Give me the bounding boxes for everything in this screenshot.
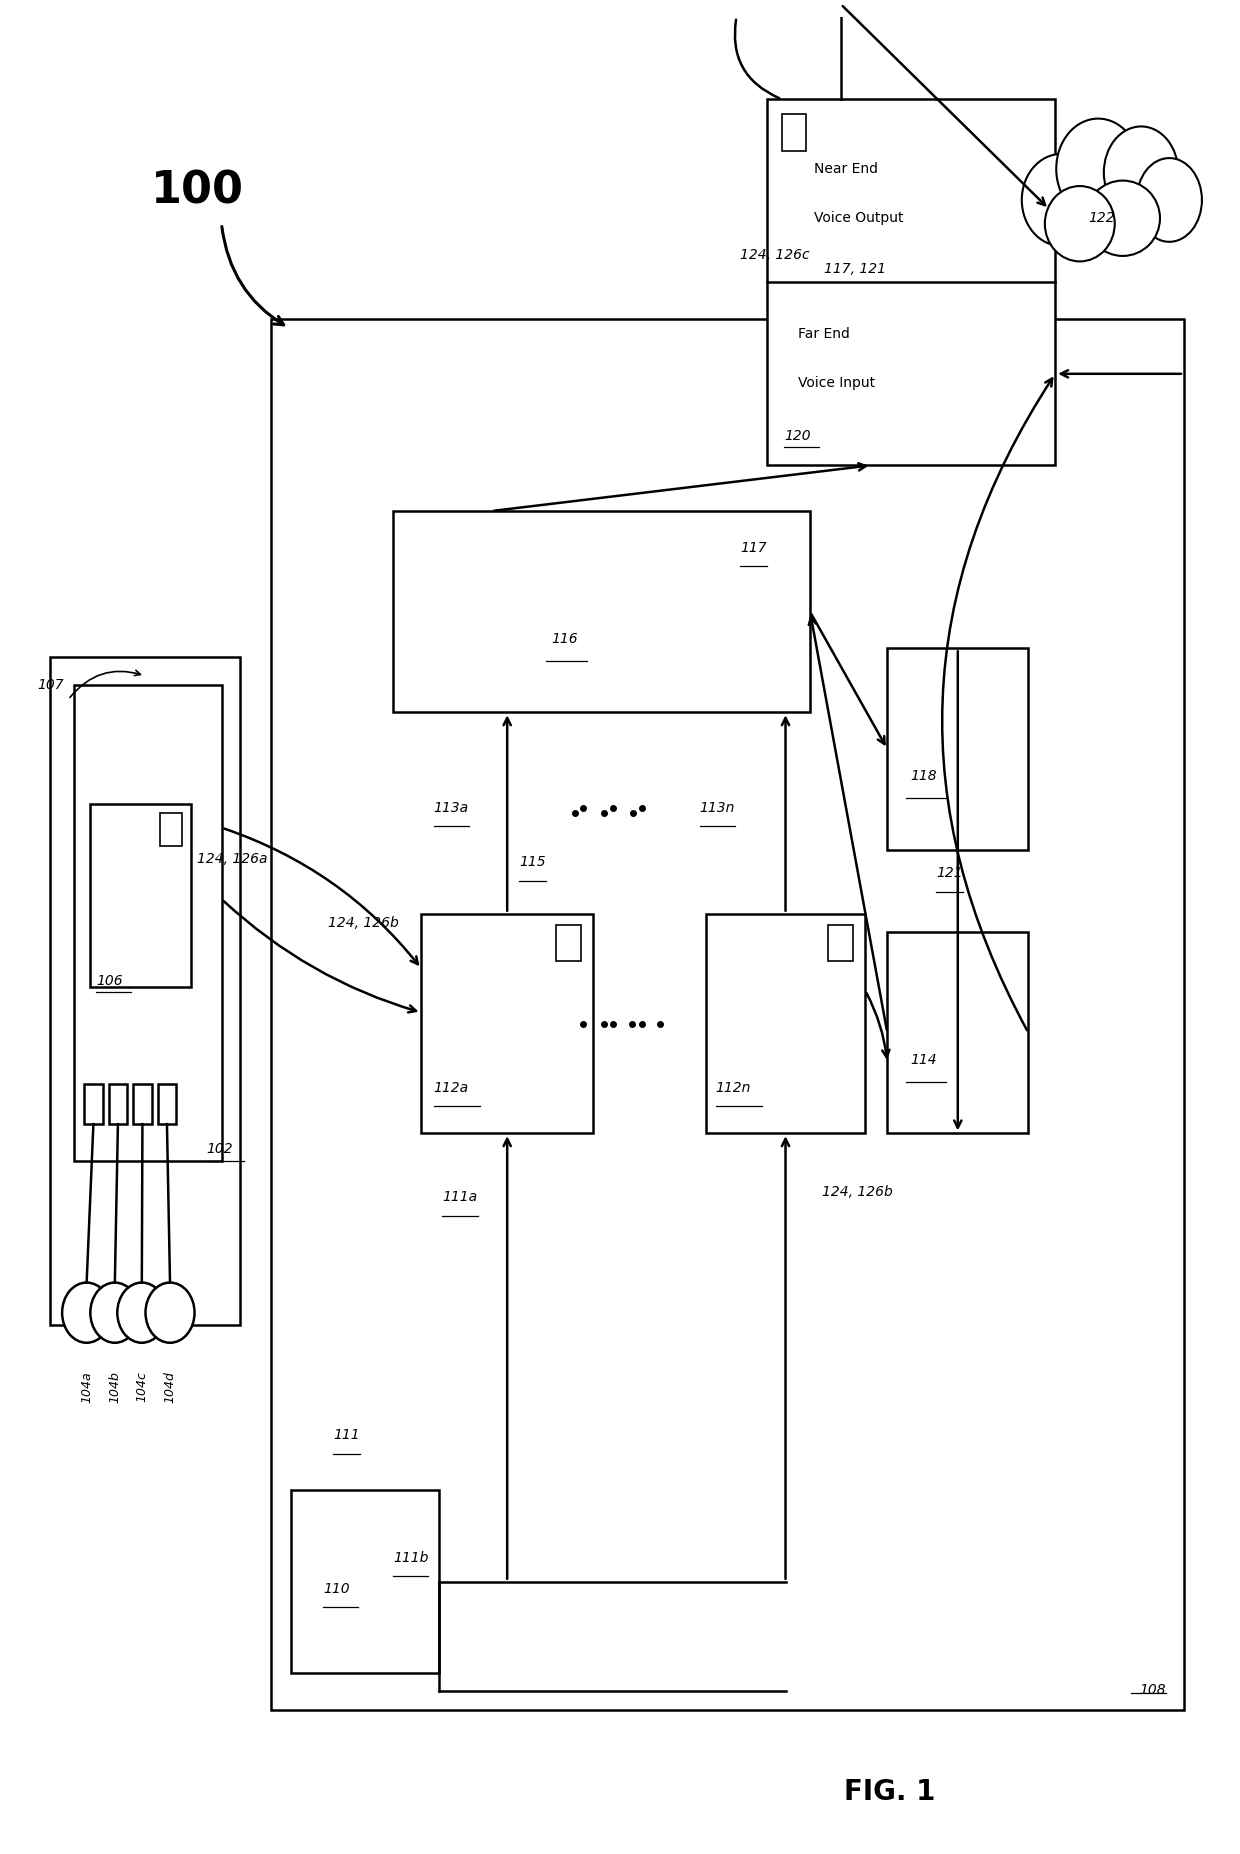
Ellipse shape <box>1045 185 1115 261</box>
FancyBboxPatch shape <box>422 914 593 1133</box>
FancyBboxPatch shape <box>133 1085 151 1124</box>
FancyBboxPatch shape <box>160 814 182 845</box>
Text: 112a: 112a <box>434 1081 469 1094</box>
FancyBboxPatch shape <box>828 925 853 960</box>
Text: Near End: Near End <box>813 161 878 176</box>
FancyBboxPatch shape <box>782 113 806 150</box>
FancyBboxPatch shape <box>291 1491 439 1672</box>
Ellipse shape <box>145 1283 195 1342</box>
Text: 113n: 113n <box>699 801 735 814</box>
Text: 110: 110 <box>324 1581 350 1596</box>
Ellipse shape <box>1085 180 1159 256</box>
Ellipse shape <box>91 1283 139 1342</box>
Text: 124, 126b: 124, 126b <box>329 916 399 931</box>
Text: 104d: 104d <box>164 1372 176 1403</box>
Text: Voice Input: Voice Input <box>797 376 875 389</box>
Text: 120: 120 <box>784 428 811 443</box>
Text: 104b: 104b <box>108 1372 122 1403</box>
FancyBboxPatch shape <box>157 1085 176 1124</box>
Text: 124, 126c: 124, 126c <box>740 248 810 261</box>
Text: 108: 108 <box>1140 1683 1166 1696</box>
FancyArrowPatch shape <box>223 901 417 1012</box>
Text: 106: 106 <box>97 973 123 988</box>
FancyArrowPatch shape <box>735 20 779 98</box>
Text: 111: 111 <box>334 1428 360 1442</box>
Ellipse shape <box>118 1283 166 1342</box>
Text: 104a: 104a <box>81 1372 93 1403</box>
FancyArrowPatch shape <box>867 994 889 1057</box>
Text: 118: 118 <box>910 769 937 784</box>
FancyBboxPatch shape <box>109 1085 128 1124</box>
Text: 115: 115 <box>520 855 546 870</box>
Text: 122: 122 <box>1089 211 1115 224</box>
FancyArrowPatch shape <box>69 671 140 697</box>
FancyBboxPatch shape <box>270 319 1184 1709</box>
FancyBboxPatch shape <box>393 512 810 712</box>
Text: 114: 114 <box>910 1053 937 1068</box>
Text: 111b: 111b <box>393 1552 429 1565</box>
Text: 117: 117 <box>740 541 766 554</box>
Text: Voice Output: Voice Output <box>813 211 903 224</box>
Text: 121: 121 <box>936 866 963 881</box>
Ellipse shape <box>1056 119 1140 219</box>
Text: Far End: Far End <box>797 326 849 341</box>
Text: 112n: 112n <box>715 1081 751 1094</box>
FancyBboxPatch shape <box>74 684 222 1161</box>
FancyArrowPatch shape <box>222 226 284 324</box>
FancyBboxPatch shape <box>91 805 191 986</box>
Ellipse shape <box>1137 158 1202 241</box>
FancyArrowPatch shape <box>942 378 1053 1031</box>
FancyBboxPatch shape <box>50 658 239 1326</box>
Text: 104c: 104c <box>135 1372 149 1402</box>
Ellipse shape <box>1104 126 1178 219</box>
FancyBboxPatch shape <box>557 925 580 960</box>
FancyBboxPatch shape <box>768 100 1055 465</box>
Text: 113a: 113a <box>434 801 469 814</box>
Text: FIG. 1: FIG. 1 <box>844 1778 935 1806</box>
Text: 124, 126a: 124, 126a <box>197 851 268 866</box>
Text: 107: 107 <box>37 679 64 692</box>
Ellipse shape <box>1022 154 1101 247</box>
FancyArrowPatch shape <box>224 829 418 964</box>
Ellipse shape <box>62 1283 112 1342</box>
FancyBboxPatch shape <box>84 1085 103 1124</box>
FancyBboxPatch shape <box>706 914 866 1133</box>
Text: 124, 126b: 124, 126b <box>822 1185 893 1200</box>
FancyBboxPatch shape <box>888 933 1028 1133</box>
FancyBboxPatch shape <box>888 649 1028 849</box>
Text: 116: 116 <box>552 632 578 647</box>
Text: 111a: 111a <box>443 1190 477 1205</box>
Text: 100: 100 <box>150 169 243 213</box>
Text: 102: 102 <box>207 1142 233 1157</box>
Text: 117, 121: 117, 121 <box>823 263 885 276</box>
